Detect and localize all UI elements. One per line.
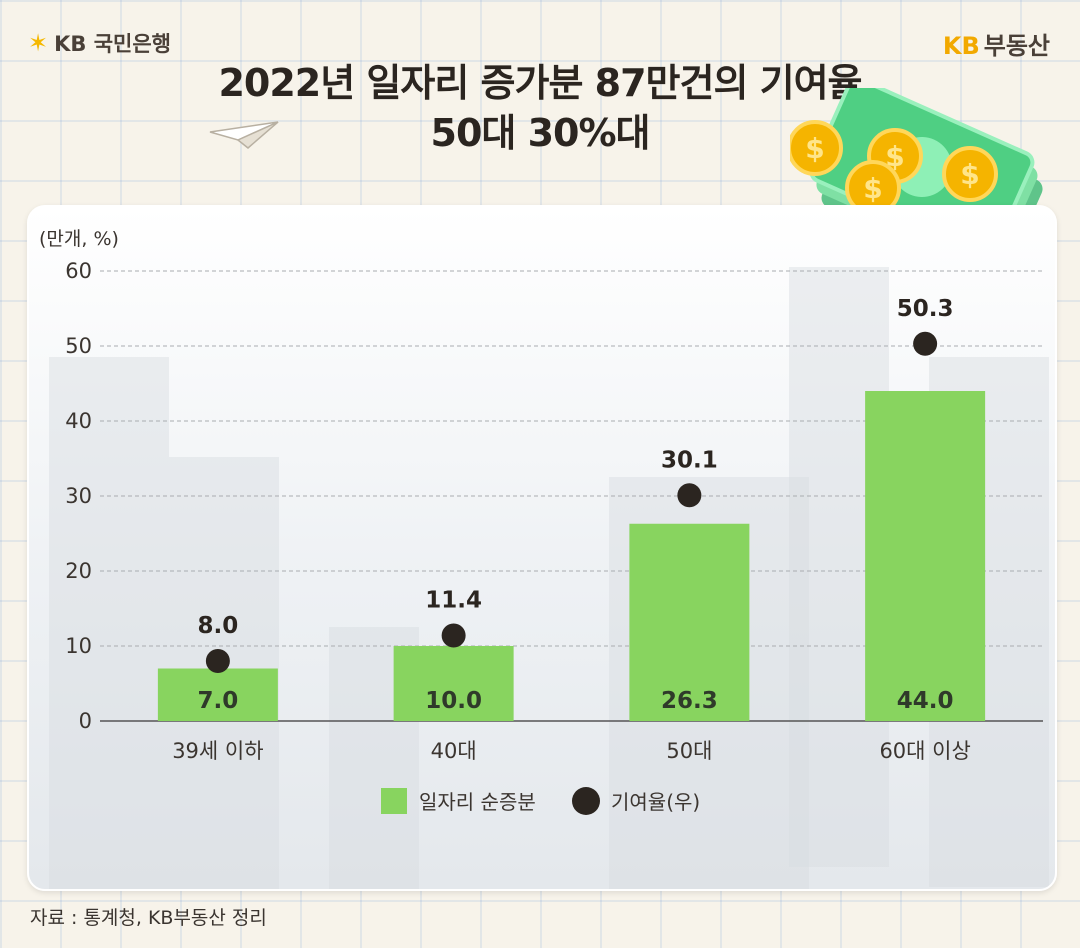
- bar-value-label: 7.0: [198, 688, 239, 714]
- source-note: 자료 : 통계청, KB부동산 정리: [30, 907, 267, 929]
- background-building: [49, 357, 169, 889]
- kb-bank-logo-text: KB 국민은행: [54, 32, 171, 56]
- svg-text:$: $: [863, 172, 882, 205]
- x-tick-label: 60대 이상: [879, 739, 970, 763]
- contribution-dot: [205, 649, 230, 673]
- x-tick-label: 39세 이하: [172, 739, 263, 763]
- y-tick-label: 60: [65, 259, 92, 283]
- y-tick-label: 30: [65, 484, 92, 508]
- svg-text:$: $: [885, 140, 904, 173]
- dot-value-label: 8.0: [198, 613, 239, 639]
- svg-text:$: $: [960, 158, 979, 191]
- title-line-1: 2022년 일자리 증가분 87만건의 기여율: [218, 61, 862, 105]
- bar: [157, 668, 278, 721]
- bar: [629, 523, 750, 721]
- y-tick-label: 20: [65, 559, 92, 583]
- page-title: 2022년 일자리 증가분 87만건의 기여율 50대 30%대: [0, 58, 1080, 158]
- svg-text:$: $: [805, 132, 824, 165]
- bar-value-label: 10.0: [425, 688, 482, 714]
- y-tick-label: 0: [79, 709, 92, 733]
- chart: (만개, %) 0 10 20 30 40 50 60 7.0 8.0 39세 이하 10.0 11.4…: [39, 228, 1049, 889]
- contribution-dot: [913, 331, 938, 356]
- kb-realestate-logo-text: 부동산: [983, 32, 1050, 60]
- kb-bank-logo: ✶ KB 국민은행: [28, 28, 171, 58]
- paper-plane-icon: [209, 121, 279, 149]
- chart-card: (만개, %) 0 10 20 30 40 50 60 7.0 8.0 39세 이하 10.0 11.4…: [27, 205, 1057, 891]
- y-tick-label: 10: [65, 634, 92, 658]
- legend-bar-label: 일자리 순증분: [419, 790, 536, 814]
- y-tick-label: 50: [65, 334, 92, 358]
- bar: [393, 646, 514, 721]
- bar-value-label: 44.0: [897, 688, 954, 714]
- contribution-dot: [441, 623, 466, 648]
- dot-value-label: 30.1: [661, 447, 718, 473]
- y-axis-unit-label: (만개, %): [39, 228, 119, 250]
- kb-realestate-logo: KB 부동산: [943, 26, 1050, 61]
- x-tick-label: 50대: [666, 739, 712, 763]
- bar-value-label: 26.3: [661, 688, 718, 714]
- dot-value-label: 11.4: [425, 588, 482, 614]
- legend-dot-label: 기여율(우): [611, 790, 700, 814]
- legend-dot-swatch: [572, 787, 600, 815]
- legend-bar-swatch: [381, 788, 407, 814]
- y-tick-label: 40: [65, 409, 92, 433]
- bar: [865, 391, 986, 721]
- title-line-2: 50대 30%대: [430, 111, 651, 156]
- dot-value-label: 50.3: [897, 296, 954, 322]
- x-tick-label: 40대: [431, 739, 477, 763]
- kb-realestate-logo-kb: KB: [942, 32, 980, 60]
- contribution-dot: [677, 483, 702, 508]
- kb-star-icon: ✶: [28, 29, 49, 57]
